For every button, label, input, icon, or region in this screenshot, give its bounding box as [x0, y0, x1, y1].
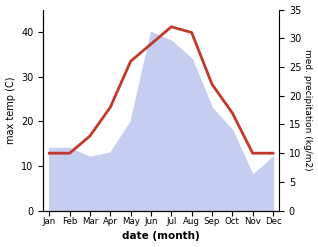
- Y-axis label: max temp (C): max temp (C): [5, 76, 16, 144]
- X-axis label: date (month): date (month): [122, 231, 200, 242]
- Y-axis label: med. precipitation (kg/m2): med. precipitation (kg/m2): [303, 49, 313, 171]
